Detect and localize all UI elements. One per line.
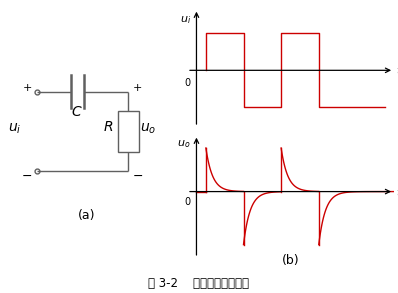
Text: −: − — [133, 170, 143, 183]
Text: +: + — [23, 83, 33, 93]
Text: (a): (a) — [78, 209, 95, 222]
Text: $t$: $t$ — [396, 185, 398, 197]
Text: $t$: $t$ — [396, 64, 398, 76]
Text: (b): (b) — [282, 253, 299, 267]
Text: 0: 0 — [185, 78, 191, 88]
Text: $u_o$: $u_o$ — [178, 139, 191, 150]
Text: $C$: $C$ — [71, 105, 83, 119]
Text: 图 3-2    微分电路及其波形: 图 3-2 微分电路及其波形 — [148, 277, 250, 290]
Text: $u_o$: $u_o$ — [140, 121, 157, 136]
Text: 0: 0 — [185, 197, 191, 207]
Text: $u_i$: $u_i$ — [8, 121, 21, 136]
Text: −: − — [21, 170, 32, 183]
Text: $u_i$: $u_i$ — [179, 14, 191, 25]
Text: +: + — [133, 83, 142, 93]
Bar — [119, 111, 139, 151]
Text: $R$: $R$ — [103, 120, 113, 134]
